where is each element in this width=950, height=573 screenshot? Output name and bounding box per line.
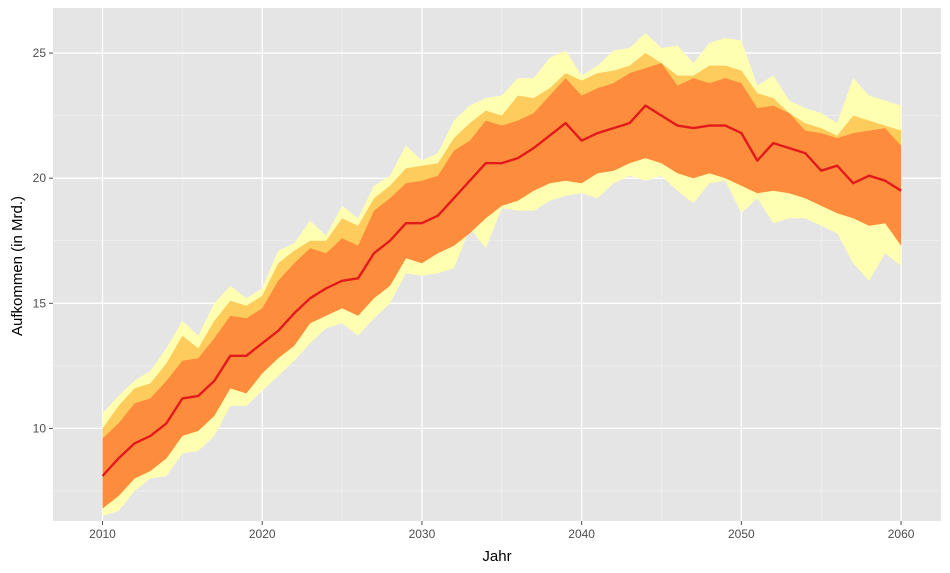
x-tick-label: 2040 [568, 527, 595, 541]
x-tick-label: 2060 [888, 527, 915, 541]
y-tick-label: 20 [33, 171, 47, 185]
y-tick-label: 10 [33, 421, 47, 435]
confidence-bands [102, 33, 902, 516]
axis-tick-labels: 2010 2020 2030 2040 2050 2060 10 15 20 25 [33, 46, 915, 541]
median-line [101, 104, 902, 477]
x-tick-label: 2010 [89, 527, 116, 541]
y-axis-title: Aufkommen (in Mrd.) [9, 196, 26, 336]
x-axis-title: Jahr [482, 548, 511, 565]
x-tick-label: 2020 [249, 527, 276, 541]
band-inner [102, 63, 902, 509]
axis-ticks [49, 52, 902, 525]
y-tick-label: 25 [33, 46, 47, 60]
x-tick-label: 2030 [409, 527, 436, 541]
y-tick-label: 15 [33, 296, 47, 310]
x-tick-label: 2050 [728, 527, 755, 541]
median-line-group [101, 104, 902, 477]
